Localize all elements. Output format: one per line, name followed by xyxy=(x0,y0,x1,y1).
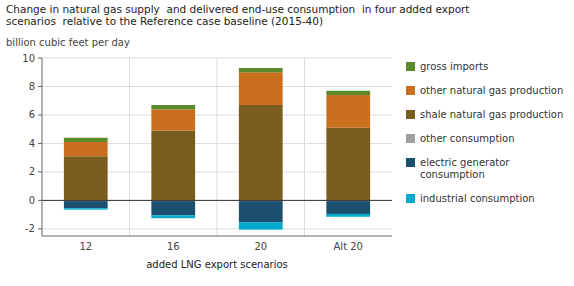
legend-label: industrial consumption xyxy=(420,193,535,204)
bar-segment xyxy=(326,91,370,95)
x-axis-label: added LNG export scenarios xyxy=(146,259,288,270)
group-divider xyxy=(129,58,130,236)
x-axis-line xyxy=(42,236,392,237)
tick-mark xyxy=(38,228,42,229)
bar-segment xyxy=(64,201,108,208)
legend-swatch xyxy=(406,110,415,119)
legend-swatch xyxy=(406,194,415,203)
tick-mark xyxy=(38,86,42,87)
bar-segment xyxy=(239,222,283,229)
tick-mark xyxy=(38,171,42,172)
tick-mark xyxy=(38,143,42,144)
bar-segment xyxy=(239,201,283,222)
legend-label: other natural gas production xyxy=(420,85,563,96)
legend-swatch xyxy=(406,158,415,167)
title: Change in natural gas supply and deliver… xyxy=(6,3,470,27)
legend-label: electric generatorconsumption xyxy=(420,157,510,180)
tick-label: 8 xyxy=(29,81,35,92)
bar-segment xyxy=(151,105,195,109)
tick-mark xyxy=(38,114,42,115)
group-divider xyxy=(304,58,305,236)
bar-segment xyxy=(151,131,195,201)
grid-line xyxy=(42,200,392,201)
legend-swatch xyxy=(406,62,415,71)
tick-label: -2 xyxy=(25,223,35,234)
tick-label: 6 xyxy=(29,109,35,120)
tick-label: 4 xyxy=(29,138,35,149)
bar-segment xyxy=(64,156,108,200)
bar-segment xyxy=(151,201,195,215)
bars xyxy=(64,68,370,230)
tick-label: 0 xyxy=(29,195,35,206)
y-axis-line xyxy=(42,58,43,236)
tick-mark xyxy=(38,200,42,201)
bar-segment xyxy=(326,201,370,214)
legend: gross imports other natural gas productio… xyxy=(406,61,563,204)
zero-line xyxy=(42,200,392,201)
bar-segment xyxy=(64,138,108,142)
bar-segment xyxy=(326,128,370,201)
bar-segment xyxy=(64,208,108,209)
tick-label: 10 xyxy=(22,53,35,64)
legend-swatch xyxy=(406,134,415,143)
bar-segment xyxy=(326,214,370,217)
tick-label: 2 xyxy=(29,166,35,177)
category-label: Alt 20 xyxy=(334,241,363,252)
bar-segment xyxy=(151,215,195,218)
legend-label: shale natural gas production xyxy=(420,109,563,120)
bar-segment xyxy=(64,142,108,156)
bar-segment xyxy=(239,105,283,200)
category-label: 20 xyxy=(254,241,267,252)
category-label: 16 xyxy=(167,241,180,252)
bar-segment xyxy=(239,72,283,105)
grid xyxy=(42,58,392,236)
tick-mark xyxy=(38,58,42,59)
bar-segment xyxy=(239,68,283,72)
bar-segment xyxy=(326,95,370,128)
legend-swatch xyxy=(406,86,415,95)
y-axis-label: billion cubic feet per day xyxy=(6,37,130,48)
legend-label: other consumption xyxy=(420,133,515,144)
bar-segment xyxy=(151,109,195,130)
legend-label: gross imports xyxy=(420,61,488,72)
group-divider xyxy=(217,58,218,236)
category-label: 12 xyxy=(79,241,92,252)
